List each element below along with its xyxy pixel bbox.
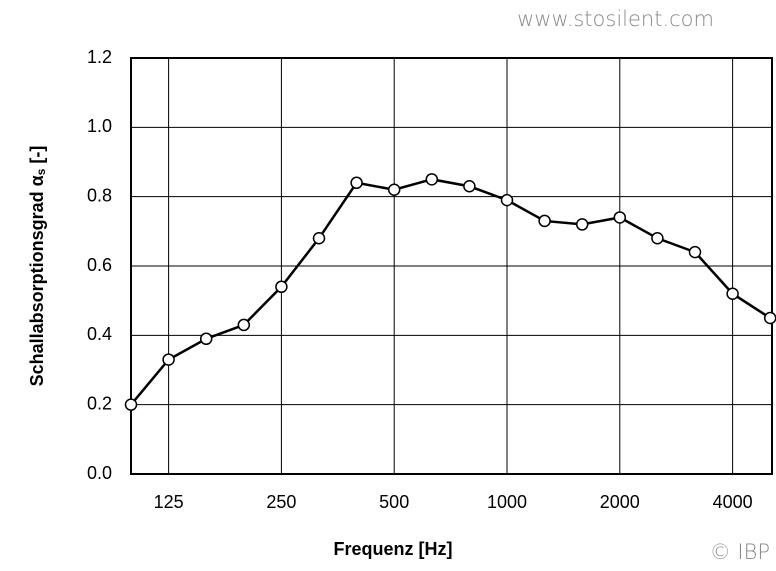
data-point — [575, 218, 589, 231]
data-point — [350, 176, 363, 190]
x-tick-label: 4000 — [713, 492, 753, 512]
data-point — [425, 173, 439, 186]
x-tick-label: 125 — [154, 492, 184, 512]
data-point — [538, 214, 551, 228]
data-point — [763, 311, 776, 325]
data-point — [199, 332, 213, 346]
data-point — [124, 398, 138, 411]
plot-frame — [130, 57, 773, 475]
x-tick-label: 250 — [266, 492, 296, 512]
x-tick-label: 1000 — [487, 492, 527, 512]
y-tick-label: 0.0 — [87, 463, 112, 483]
y-tick-label: 0.8 — [87, 185, 112, 205]
watermark: www.stosilent.com — [517, 7, 714, 31]
data-point — [500, 193, 514, 207]
x-tick-label: 2000 — [600, 492, 640, 512]
y-tick-label: 1.2 — [87, 47, 112, 67]
data-point — [162, 353, 175, 366]
x-axis-title: Frequenz [Hz] — [334, 539, 453, 559]
y-axis-title: Schallabsorptionsgrad αs [-] — [27, 146, 48, 387]
data-point — [688, 245, 702, 259]
copyright: © IBP — [710, 540, 770, 564]
y-tick-label: 0.4 — [87, 324, 112, 344]
data-point — [387, 183, 401, 196]
x-tick-label: 500 — [379, 492, 409, 512]
data-point — [651, 232, 664, 245]
data-point — [726, 287, 739, 300]
data-point — [275, 280, 288, 294]
data-point — [613, 211, 627, 224]
data-point — [312, 232, 326, 245]
data-point — [463, 180, 476, 193]
data-line — [130, 178, 771, 406]
y-tick-label: 0.6 — [87, 255, 112, 275]
y-axis-title-text: Schallabsorptionsgrad α — [27, 175, 47, 386]
data-point — [237, 318, 251, 332]
y-axis-title-sub: s — [34, 168, 48, 175]
y-tick-label: 0.2 — [87, 393, 112, 413]
y-tick-label: 1.0 — [87, 116, 112, 136]
y-axis-title-suffix: [-] — [27, 146, 47, 169]
